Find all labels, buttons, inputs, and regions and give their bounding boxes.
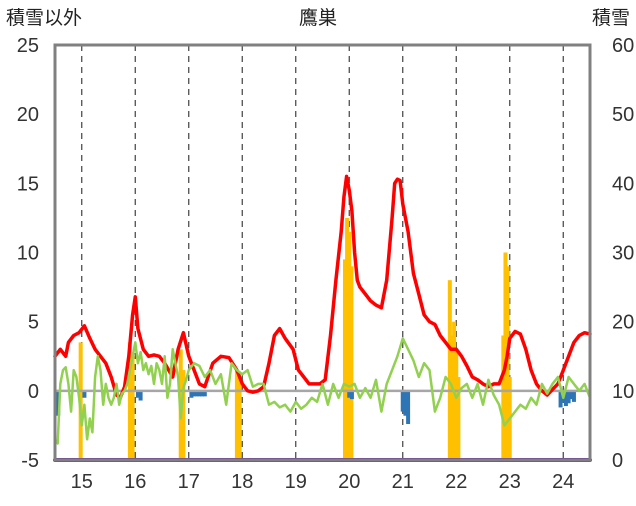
y-right-tick-40: 40 — [612, 173, 634, 195]
y-right-tick-0: 0 — [612, 450, 623, 472]
bar-1-10 — [202, 390, 207, 397]
bar-0-16 — [501, 335, 506, 460]
left-axis-label: 積雪以外 — [6, 7, 82, 29]
bar-1-5 — [189, 390, 194, 398]
bar-0-7 — [342, 259, 347, 460]
x-tick-18: 18 — [231, 471, 253, 493]
bar-1-3 — [135, 390, 140, 398]
x-tick-22: 22 — [445, 471, 467, 493]
x-tick-16: 16 — [124, 471, 146, 493]
right-axis-label: 積雪 — [592, 7, 630, 29]
y-right-tick-30: 30 — [612, 243, 634, 265]
bar-1-18 — [563, 390, 568, 407]
bar-0-15 — [456, 377, 461, 460]
x-tick-15: 15 — [71, 471, 93, 493]
series-line-1 — [53, 337, 592, 445]
x-tick-20: 20 — [338, 471, 360, 493]
axis-ticks: -5 0 5 10 15 20 25 0 10 20 30 40 50 60 15 16 17 18 19 20 21 2… — [17, 35, 635, 493]
y-left-tick-15: 15 — [17, 173, 39, 195]
bar-0-5 — [234, 370, 239, 460]
y-left-tick-20: 20 — [17, 104, 39, 126]
x-tick-24: 24 — [552, 471, 574, 493]
x-tick-21: 21 — [392, 471, 414, 493]
bar-1-21 — [571, 390, 576, 402]
bar-0-18 — [505, 266, 510, 460]
bar-1-19 — [566, 390, 571, 404]
bar-0-1 — [127, 342, 132, 460]
bar-0-8 — [345, 217, 350, 460]
y-left-tick-10: 10 — [17, 243, 39, 265]
y-left-tick-25: 25 — [17, 35, 39, 57]
y-left-tick--5: -5 — [21, 450, 39, 472]
bar-1-11 — [347, 390, 352, 398]
x-tick-23: 23 — [499, 471, 521, 493]
line-series — [53, 174, 592, 462]
bar-0-4 — [181, 370, 186, 460]
bar-0-6 — [237, 377, 242, 460]
bar-1-20 — [569, 390, 574, 400]
bar-1-6 — [192, 390, 197, 397]
bar-1-8 — [197, 390, 202, 397]
bar-0-9 — [347, 231, 352, 460]
y-right-tick-50: 50 — [612, 104, 634, 126]
bar-0-12 — [449, 335, 454, 460]
bar-1-9 — [200, 390, 205, 397]
x-tick-17: 17 — [178, 471, 200, 493]
bar-1-13 — [400, 390, 405, 412]
bar-1-2 — [82, 390, 87, 398]
bar-1-16 — [558, 390, 563, 408]
bar-1-4 — [138, 390, 143, 401]
bar-1-14 — [403, 390, 408, 416]
y-right-tick-10: 10 — [612, 381, 634, 403]
bar-series — [54, 217, 576, 460]
plot-frame — [53, 43, 592, 462]
y-left-tick-0: 0 — [28, 381, 39, 403]
gridlines — [81, 45, 564, 460]
x-tick-19: 19 — [285, 471, 307, 493]
bar-1-15 — [406, 390, 411, 425]
bar-0-2 — [130, 356, 135, 460]
bar-0-11 — [447, 280, 452, 460]
y-left-tick-5: 5 — [28, 312, 39, 334]
bar-1-7 — [194, 390, 199, 397]
bar-0-10 — [349, 266, 354, 460]
bar-1-12 — [349, 390, 354, 400]
bar-0-14 — [454, 349, 459, 460]
series-line-0 — [53, 174, 592, 400]
chart-title: 鷹巣 — [299, 7, 337, 29]
y-right-tick-20: 20 — [612, 312, 634, 334]
y-right-tick-60: 60 — [612, 35, 634, 57]
